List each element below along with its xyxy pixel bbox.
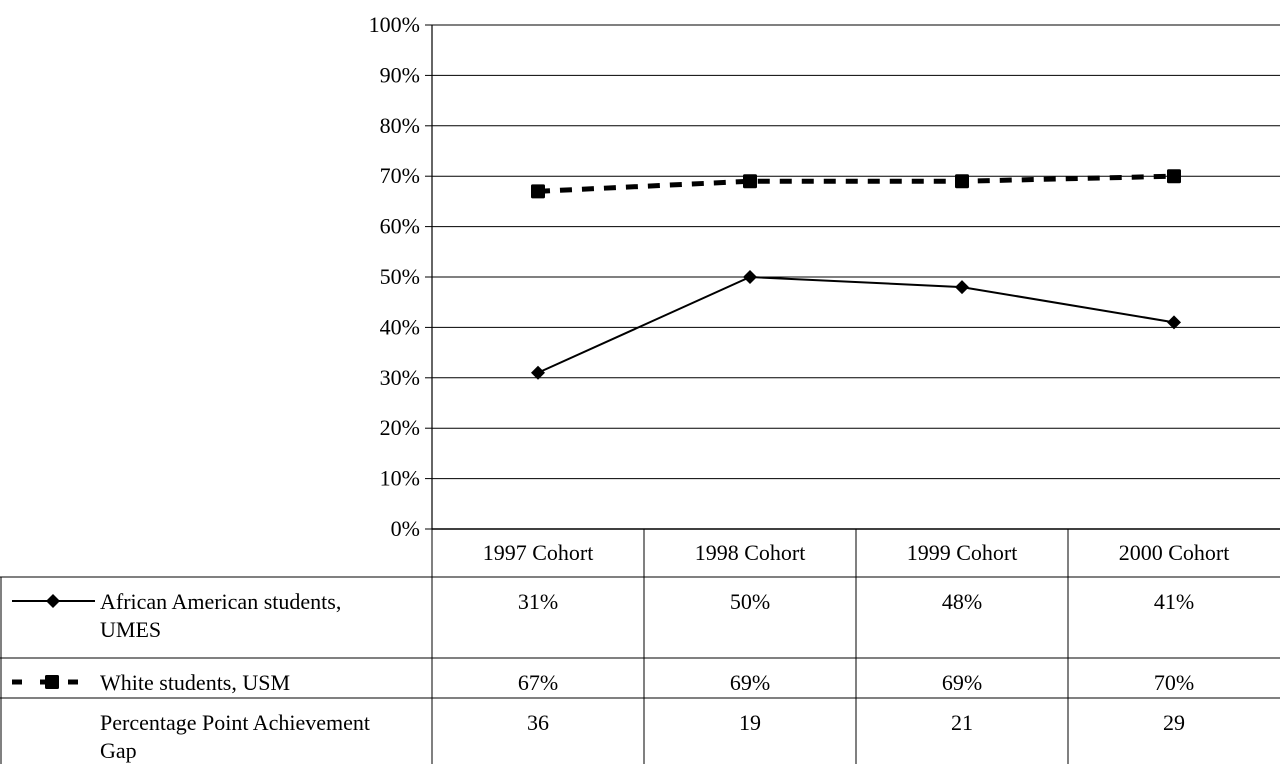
y-tick-label: 80%: [380, 113, 420, 138]
category-label: 1999 Cohort: [907, 540, 1018, 565]
series-name: African American students,: [100, 589, 341, 614]
series-line: [537, 173, 1175, 194]
data-point: [955, 174, 969, 189]
series-line: [537, 275, 1175, 374]
category-label: 1997 Cohort: [483, 540, 594, 565]
gridlines: [425, 24, 1280, 530]
gap-row-label: Gap: [100, 738, 137, 763]
data-point: [1167, 169, 1181, 184]
series-name: White students, USM: [100, 670, 290, 695]
table-cell-value: 69%: [942, 670, 982, 695]
y-tick-label: 70%: [380, 163, 420, 188]
table-cell-value: 67%: [518, 670, 558, 695]
y-tick-label: 0%: [391, 516, 420, 541]
legend-key-marker: [46, 594, 60, 608]
series-2: [531, 169, 1181, 199]
y-tick-label: 30%: [380, 365, 420, 390]
table-cell-value: 48%: [942, 589, 982, 614]
table-cell-value: 69%: [730, 670, 770, 695]
series-name: UMES: [100, 617, 161, 642]
data-point: [531, 184, 545, 199]
category-label: 2000 Cohort: [1119, 540, 1230, 565]
series-1: [531, 270, 1181, 380]
y-tick-label: 40%: [380, 314, 420, 339]
category-label: 1998 Cohort: [695, 540, 806, 565]
table-cell-value: 31%: [518, 589, 558, 614]
table-row-gap: Percentage Point Achievement Gap 36 19 21 29: [100, 710, 1185, 763]
table-cell-value: 41%: [1154, 589, 1194, 614]
y-tick-label: 60%: [380, 214, 420, 239]
table-cell-value: 50%: [730, 589, 770, 614]
data-point: [743, 270, 757, 284]
y-tick-label: 100%: [369, 12, 420, 37]
gap-row-label: Percentage Point Achievement: [100, 710, 370, 735]
table-cell-value: 21: [951, 710, 973, 735]
legend-key-marker: [45, 675, 59, 689]
y-tick-labels: 0% 10% 20% 30% 40% 50% 60% 70% 80% 90% 100%: [369, 12, 420, 541]
y-tick-label: 90%: [380, 62, 420, 87]
data-table: 1997 Cohort 1998 Cohort 1999 Cohort 2000 Co…: [0, 528, 1280, 764]
y-tick-label: 20%: [380, 415, 420, 440]
data-point: [743, 174, 757, 189]
table-cell-value: 36: [527, 710, 549, 735]
table-cell-value: 70%: [1154, 670, 1194, 695]
y-tick-label: 50%: [380, 264, 420, 289]
data-point: [1167, 315, 1181, 330]
y-tick-label: 10%: [380, 466, 420, 491]
table-cell-value: 19: [739, 710, 761, 735]
table-cell-value: 29: [1163, 710, 1185, 735]
data-point: [531, 365, 545, 380]
table-row: African American students, UMES 31% 50% 48% 4…: [12, 589, 1194, 642]
data-point: [955, 280, 969, 295]
table-row: White students, USM 67% 69% 69% 70%: [12, 670, 1194, 695]
